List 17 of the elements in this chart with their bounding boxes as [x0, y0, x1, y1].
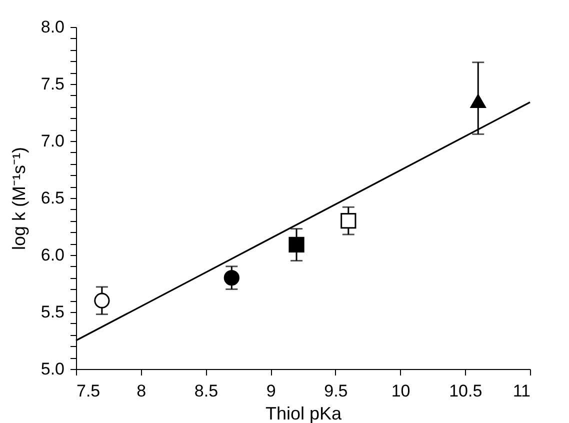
x-tick-label: 8.5 [194, 382, 218, 400]
y-tick-label: 5.5 [40, 302, 64, 322]
x-axis-title: Thiol pKa [265, 404, 343, 423]
y-tick-label: 7.5 [40, 74, 64, 94]
x-tick-label: 10.5 [449, 382, 482, 400]
y-tick-label: 7.0 [40, 132, 64, 150]
y-axis-title: log k (M⁻¹s⁻¹) [8, 147, 29, 250]
y-tick-label: 6.0 [40, 246, 64, 264]
x-tick-label: 9 [266, 382, 276, 400]
x-tick-label: 7.5 [76, 382, 100, 400]
x-tick-label: 9.5 [324, 382, 348, 400]
x-tick-label: 10 [391, 382, 410, 400]
x-tick-label: 11 [512, 382, 530, 400]
y-tick-label: 8.0 [40, 18, 64, 36]
y-tick-label: 6.5 [40, 188, 64, 208]
y-tick-label: 5.0 [40, 360, 64, 378]
x-tick-label: 8 [136, 382, 146, 400]
